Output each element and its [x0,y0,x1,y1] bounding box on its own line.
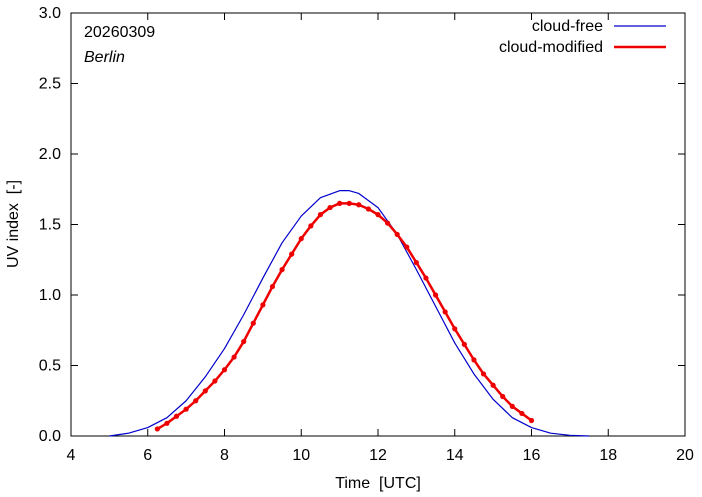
y-tick-label: 2.5 [39,76,61,93]
y-tick-label: 2.0 [39,146,61,163]
data-point-cloud-modified [490,382,496,388]
x-tick-label: 16 [523,447,541,464]
data-point-cloud-modified [394,231,400,237]
data-point-cloud-modified [202,388,208,394]
data-point-cloud-modified [269,283,276,290]
data-point-cloud-modified [298,236,304,242]
data-point-cloud-modified [375,212,381,218]
y-tick-label: 0.0 [39,428,61,445]
data-point-cloud-modified [250,320,256,326]
data-point-cloud-modified [193,398,199,404]
data-point-cloud-modified [384,220,391,226]
data-point-cloud-modified [337,200,343,206]
data-point-cloud-modified [308,223,314,229]
data-point-cloud-modified [317,212,324,218]
data-point-cloud-modified [221,367,228,373]
data-point-cloud-modified [423,275,429,281]
data-point-cloud-modified [356,202,362,208]
x-tick-label: 14 [446,447,464,464]
x-tick-label: 12 [369,447,387,464]
data-point-cloud-modified [164,420,170,426]
y-tick-label: 3.0 [39,5,61,22]
x-axis-label: Time [UTC] [335,475,421,492]
x-tick-label: 8 [220,447,229,464]
y-tick-label: 1.5 [39,217,61,234]
data-point-cloud-modified [528,417,535,424]
data-point-cloud-modified [500,393,506,400]
plot-frame [70,12,686,437]
data-point-cloud-modified [461,341,467,347]
legend-label-cloud-modified: cloud-modified [499,39,603,56]
data-point-cloud-modified [413,259,419,266]
legend: cloud-free cloud-modified [499,18,666,56]
location-label: Berlin [84,49,125,66]
data-point-cloud-modified [241,338,247,345]
data-point-cloud-modified [327,204,333,211]
data-point-cloud-modified [183,406,189,412]
data-point-cloud-modified [432,292,439,298]
data-point-cloud-modified [231,354,237,360]
series-line-cloud-modified [156,202,533,431]
x-tick-label: 4 [67,447,76,464]
axis-ticks: 4 6 8 10 12 14 16 18 20 0.0 0.5 1.0 1.5 2.0 2.5 3.0 [39,5,694,464]
data-point-cloud-modified [509,403,515,409]
data-point-cloud-modified [154,426,160,432]
y-axis-label: UV index [-] [5,180,22,268]
data-point-cloud-modified [442,309,448,315]
data-point-cloud-modified [452,326,458,332]
data-point-cloud-modified [404,244,410,250]
x-tick-label: 6 [143,447,152,464]
series-layer [109,190,590,437]
data-point-cloud-modified [480,371,487,377]
series-line-cloud-free [109,190,590,437]
data-point-cloud-modified [173,413,180,419]
data-point-cloud-modified [519,410,525,417]
data-point-cloud-modified [471,357,477,363]
date-label: 20260309 [84,24,155,41]
data-point-cloud-modified [289,251,295,257]
data-point-cloud-modified [212,378,218,384]
x-tick-label: 18 [599,447,617,464]
data-point-cloud-modified [365,206,372,212]
data-point-cloud-modified [346,200,352,206]
legend-label-cloud-free: cloud-free [532,18,603,35]
y-tick-label: 0.5 [39,358,61,375]
x-tick-label: 20 [676,447,694,464]
y-tick-label: 1.0 [39,287,61,304]
data-point-cloud-modified [279,267,285,273]
data-point-cloud-modified [260,302,266,308]
x-tick-label: 10 [292,447,310,464]
